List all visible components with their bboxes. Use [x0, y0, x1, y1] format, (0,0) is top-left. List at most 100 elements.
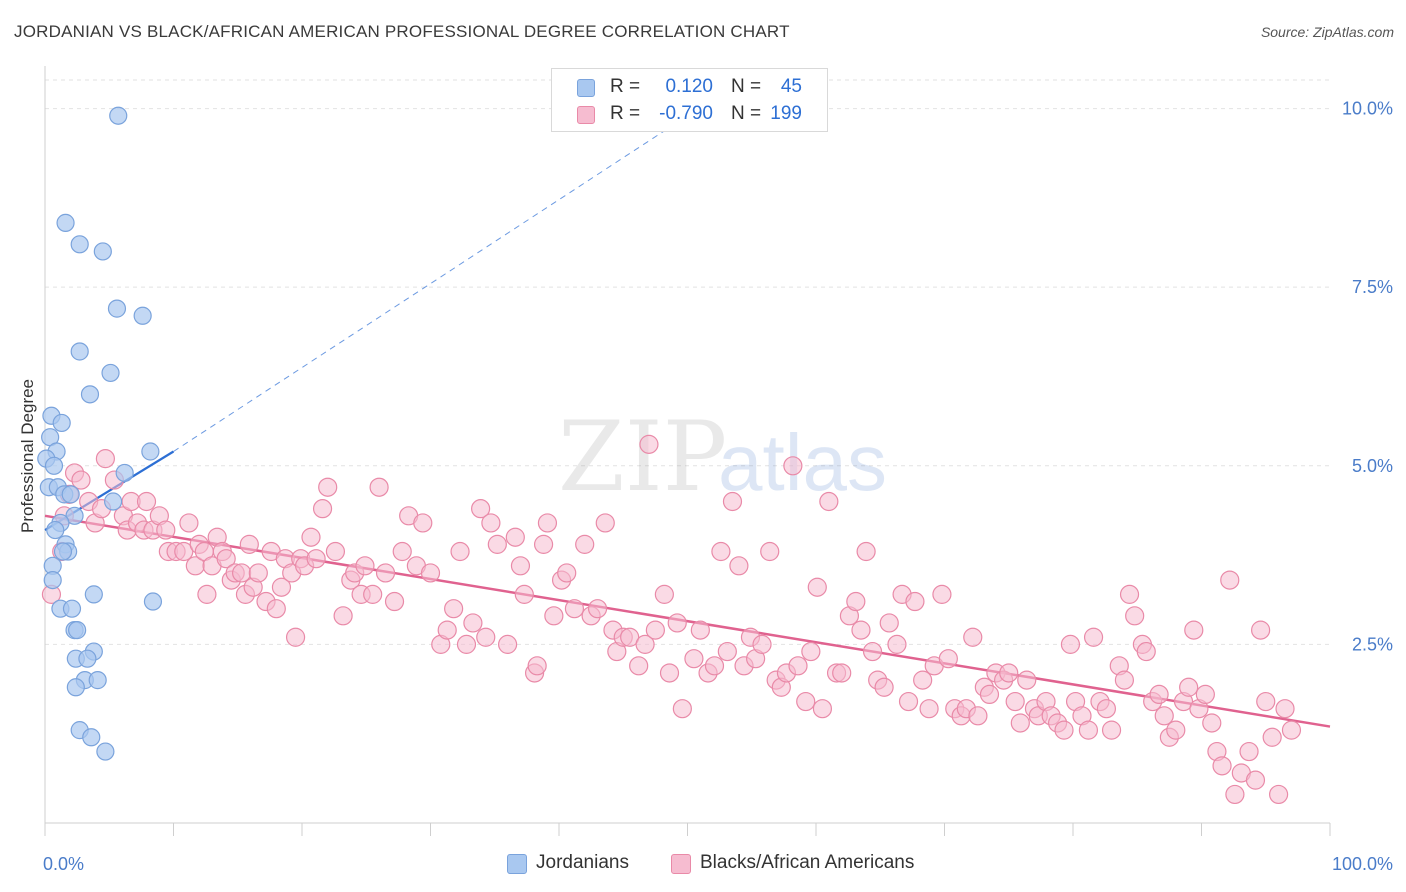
data-point-jordanians	[70, 235, 89, 254]
data-point-jordanians	[101, 363, 120, 383]
data-point-blacks	[156, 520, 176, 540]
data-point-blacks	[505, 527, 525, 547]
data-point-blacks	[812, 699, 833, 719]
legend-swatch-blue	[577, 79, 595, 97]
data-point-blacks	[557, 563, 577, 583]
data-point-blacks	[919, 699, 939, 719]
data-point-blacks	[437, 620, 457, 640]
data-point-jordanians	[88, 671, 107, 690]
data-point-blacks	[333, 606, 353, 626]
watermark-atlas: atlas	[718, 418, 887, 507]
data-point-blacks	[1268, 784, 1289, 805]
legend-swatch-pink	[577, 106, 595, 124]
data-point-blacks	[938, 649, 958, 669]
data-point-blacks	[979, 684, 1000, 705]
data-point-blacks	[510, 556, 531, 576]
data-point-blacks	[874, 677, 894, 697]
data-point-jordanians	[53, 542, 73, 561]
data-point-jordanians	[141, 442, 160, 461]
legend-n-value: 199	[770, 103, 802, 124]
data-point-blacks	[450, 541, 470, 562]
data-point-blacks	[1184, 620, 1204, 640]
data-point-jordanians	[46, 520, 65, 540]
data-point-blacks	[481, 513, 501, 533]
data-point-blacks	[271, 577, 292, 597]
data-point-jordanians	[43, 570, 62, 590]
data-point-blacks	[325, 541, 346, 562]
trend-line-jordanians-extension	[173, 115, 688, 452]
series-jordanians	[37, 106, 163, 761]
legend-r-value: -0.790	[659, 103, 713, 124]
legend-box: R = 0.120 N = 45 R = -0.790 N = 199	[551, 68, 828, 132]
data-point-blacks	[575, 534, 595, 554]
data-point-jordanians	[61, 485, 80, 504]
data-point-jordanians	[133, 306, 152, 325]
bottom-legend-label: Blacks/African Americans	[700, 852, 915, 873]
data-point-blacks	[690, 620, 710, 640]
data-point-blacks	[659, 663, 680, 683]
data-point-blacks	[722, 491, 743, 512]
data-point-blacks	[629, 656, 649, 676]
data-point-blacks	[537, 513, 558, 533]
data-point-blacks	[704, 656, 725, 676]
data-point-blacks	[444, 599, 464, 619]
data-point-blacks	[1275, 699, 1295, 719]
data-point-blacks	[174, 541, 194, 562]
data-point-jordanians	[52, 413, 71, 433]
y-tick-label: 10.0%	[1342, 99, 1393, 119]
bottom-legend-label: Jordanians	[536, 852, 629, 873]
data-point-blacks	[1005, 691, 1025, 712]
data-point-blacks	[587, 599, 608, 619]
data-point-jordanians	[93, 242, 112, 261]
data-point-blacks	[672, 699, 692, 719]
legend-row-jordanians: R = 0.120 N = 45	[552, 74, 827, 100]
data-point-blacks	[832, 663, 852, 683]
legend-r-value: 0.120	[665, 76, 713, 97]
data-point-blacks	[639, 434, 659, 454]
legend-n-label: N =	[731, 76, 762, 97]
data-point-blacks	[413, 513, 433, 533]
data-point-blacks	[1149, 684, 1169, 705]
data-point-blacks	[239, 534, 259, 554]
data-point-blacks	[1245, 770, 1266, 790]
chart-title: JORDANIAN VS BLACK/AFRICAN AMERICAN PROF…	[14, 22, 790, 41]
data-point-blacks	[717, 641, 737, 662]
legend-r-label: R =	[610, 76, 641, 97]
data-point-blacks	[498, 634, 518, 654]
data-point-blacks	[783, 456, 803, 476]
chart-source: Source: ZipAtlas.com	[1260, 24, 1394, 40]
data-point-blacks	[1017, 670, 1037, 690]
data-point-blacks	[752, 634, 772, 654]
data-point-blacks	[266, 599, 286, 619]
trend-line-blacks	[44, 514, 1331, 728]
data-point-jordanians	[115, 463, 134, 483]
data-point-blacks	[905, 591, 925, 612]
data-point-blacks	[1119, 584, 1140, 604]
data-point-blacks	[487, 534, 507, 554]
data-point-blacks	[476, 627, 496, 647]
data-point-blacks	[420, 563, 441, 583]
data-point-blacks	[796, 691, 816, 712]
data-point-blacks	[1101, 720, 1122, 740]
data-point-jordanians	[68, 621, 87, 640]
y-tick-label: 5.0%	[1352, 456, 1393, 476]
data-point-blacks	[645, 620, 665, 640]
data-point-blacks	[968, 706, 988, 726]
data-point-blacks	[318, 477, 338, 497]
data-point-jordanians	[70, 342, 89, 361]
data-point-blacks	[216, 549, 236, 569]
data-point-blacks	[1225, 784, 1245, 805]
data-point-jordanians	[82, 728, 101, 747]
data-point-blacks	[1166, 720, 1186, 740]
data-point-jordanians	[107, 299, 127, 318]
data-point-blacks	[1096, 699, 1117, 719]
data-point-blacks	[999, 663, 1019, 683]
watermark-zip: ZIP	[558, 401, 727, 513]
data-point-blacks	[963, 627, 983, 647]
data-point-blacks	[1239, 741, 1259, 762]
series-blacks-african-americans	[41, 434, 1302, 805]
watermark: ZIP atlas	[558, 401, 887, 513]
data-point-jordanians	[143, 592, 163, 611]
bottom-legend-swatch-pink	[671, 854, 691, 874]
